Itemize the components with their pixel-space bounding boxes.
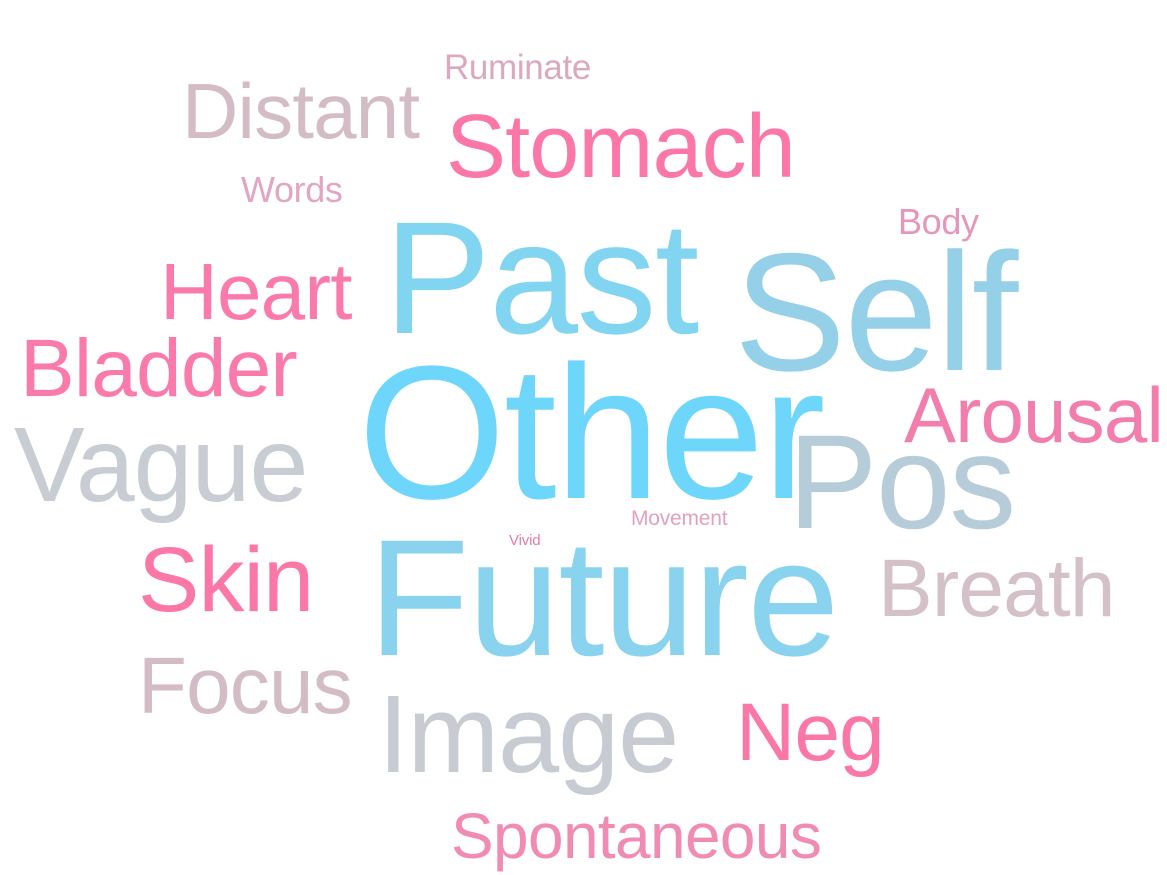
word-body: Body	[898, 201, 979, 242]
word-movement: Movement	[631, 507, 728, 530]
word-ruminate: Ruminate	[444, 48, 591, 87]
word-distant: Distant	[182, 67, 420, 155]
word-bladder: Bladder	[20, 323, 298, 414]
word-vague: Vague	[14, 406, 308, 524]
word-breath: Breath	[878, 543, 1116, 634]
word-arousal: Arousal	[904, 371, 1164, 459]
word-self: Self	[734, 218, 1018, 406]
word-vivid: Vivid	[509, 532, 541, 549]
word-pos: Pos	[788, 408, 1016, 557]
word-spontaneous: Spontaneous	[451, 800, 822, 872]
word-future: Future	[368, 506, 839, 691]
word-stomach: Stomach	[446, 97, 796, 197]
word-skin: Skin	[138, 529, 314, 631]
word-words: Words	[241, 169, 343, 210]
word-heart: Heart	[160, 247, 352, 336]
word-image: Image	[378, 673, 679, 796]
word-other: Other	[358, 327, 826, 539]
word-focus: Focus	[138, 641, 353, 730]
word-past: Past	[384, 188, 699, 367]
word-neg: Neg	[736, 687, 885, 778]
